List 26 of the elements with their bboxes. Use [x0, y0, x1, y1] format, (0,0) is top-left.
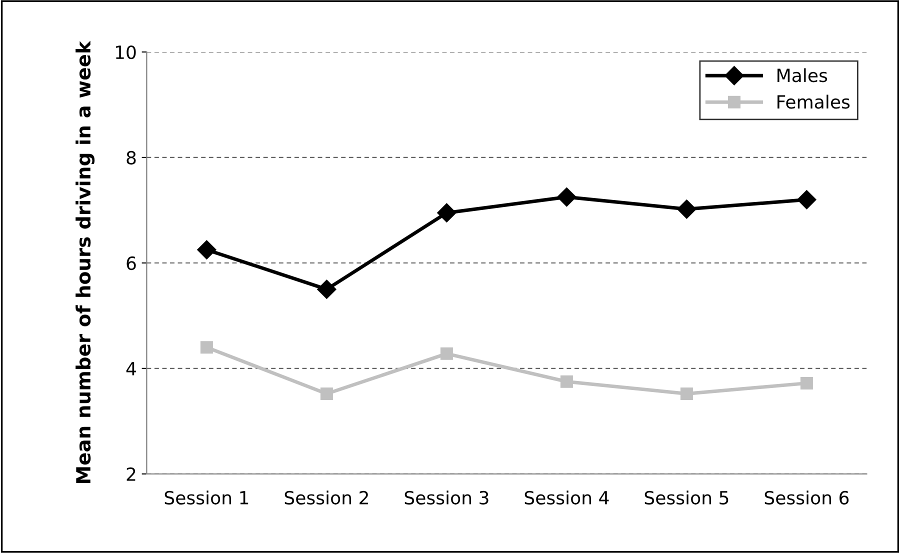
point: [200, 341, 213, 354]
point: [557, 187, 576, 207]
legend-label: Males: [778, 68, 828, 82]
x-tick-label: Session 5: [644, 490, 728, 505]
point: [800, 376, 813, 390]
point: [437, 203, 456, 222]
point: [680, 388, 693, 400]
y-tick-label: 10: [116, 45, 136, 60]
point: [440, 347, 453, 360]
x-tick-label: Session 2: [284, 490, 368, 505]
point: [677, 200, 696, 219]
point: [197, 240, 216, 260]
y-tick-label: 4: [126, 362, 136, 376]
y-axis-title: Mean number of hours driving in a week: [76, 40, 95, 484]
y-tick-label: 6: [126, 256, 136, 270]
x-tick-label: Session 3: [404, 490, 488, 505]
point: [320, 388, 333, 400]
legend-label: Females: [778, 94, 850, 109]
point: [560, 375, 573, 388]
y-tick-label: 2: [126, 467, 136, 481]
point: [317, 280, 336, 299]
x-tick-label: Session 1: [164, 490, 248, 505]
x-tick-label: Session 4: [524, 490, 609, 505]
y-tick-label: 8: [126, 150, 136, 165]
point: [797, 190, 816, 210]
x-tick-label: Session 6: [764, 490, 849, 505]
